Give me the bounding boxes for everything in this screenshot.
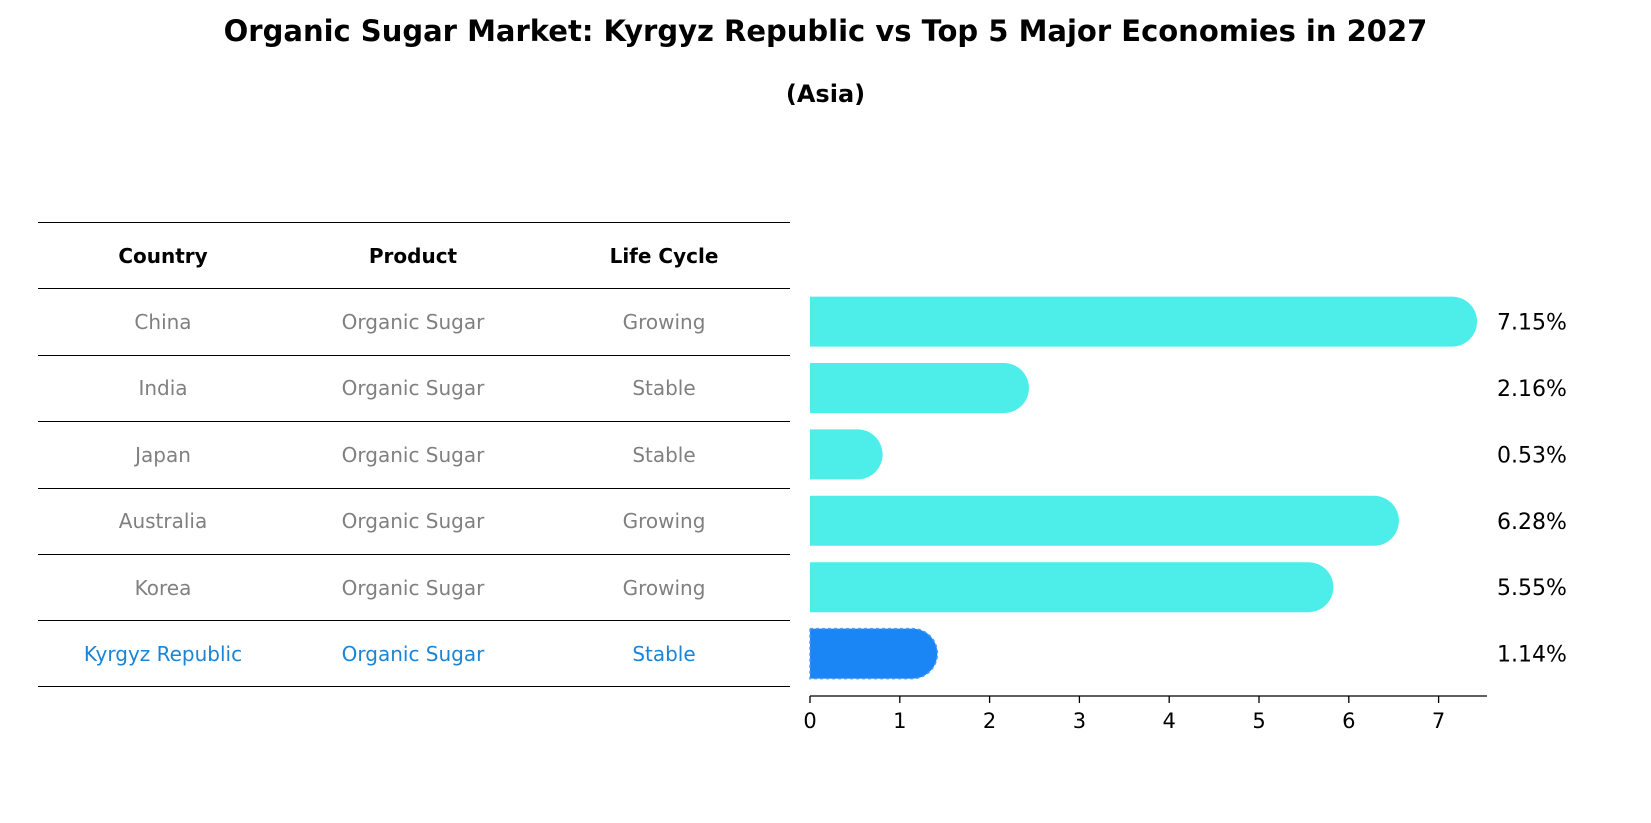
value-label: 0.53% [1497,443,1567,468]
value-labels: 7.15% 2.16% 0.53% 6.28% 5.55% 1.14% [1497,311,1567,668]
x-tick-label: 7 [1432,709,1445,733]
x-tick-label: 1 [893,709,906,733]
x-tick-label: 5 [1252,709,1265,733]
cell-country: China [134,310,192,335]
x-tick-label: 0 [803,709,816,733]
table-row: China Organic Sugar Growing [38,288,790,354]
bar [810,296,1478,347]
cell-life-cycle: Stable [632,641,696,666]
cell-country: Japan [135,442,191,467]
value-label: 5.55% [1497,576,1567,601]
header-product: Product [368,243,458,268]
value-label: 1.14% [1497,643,1567,668]
chart-title: Organic Sugar Market: Kyrgyz Republic vs… [223,14,1428,48]
header-life-cycle: Life Cycle [609,243,719,268]
x-tick-label: 6 [1342,709,1355,733]
table-row-highlighted: Kyrgyz Republic Organic Sugar Stable [38,620,790,687]
table-row: Australia Organic Sugar Growing [38,487,790,554]
x-tick-label: 2 [983,709,996,733]
x-tick-label: 4 [1163,709,1176,733]
value-label: 2.16% [1497,377,1567,402]
cell-product: Organic Sugar [341,376,485,401]
cell-product: Organic Sugar [341,442,485,467]
value-label: 7.15% [1497,311,1567,336]
cell-country: India [138,376,188,401]
cell-country: Kyrgyz Republic [83,641,243,666]
cell-life-cycle: Stable [632,442,696,467]
cell-country: Australia [118,509,208,534]
table-header-row: Country Product Life Cycle [38,222,790,288]
cell-product: Organic Sugar [341,509,485,534]
cell-life-cycle: Growing [622,509,706,534]
chart-subtitle: (Asia) [785,80,866,108]
x-axis: 0 1 2 3 4 5 6 7 [803,695,1487,733]
cell-country: Korea [134,575,192,600]
data-table: Country Product Life Cycle China Organic… [38,222,790,687]
cell-life-cycle: Growing [622,310,706,335]
header-country: Country [118,243,208,268]
bars-layer [809,296,1478,680]
table-row: India Organic Sugar Stable [38,354,790,421]
cell-product: Organic Sugar [341,641,485,666]
value-label: 6.28% [1497,510,1567,535]
table-row: Japan Organic Sugar Stable [38,421,790,487]
table-row: Korea Organic Sugar Growing [38,553,790,620]
cell-life-cycle: Stable [632,376,696,401]
cell-product: Organic Sugar [341,575,485,600]
cell-life-cycle: Growing [622,575,706,600]
cell-product: Organic Sugar [341,310,485,335]
bar-highlighted [809,627,939,680]
bar [810,429,883,480]
bar [810,495,1399,546]
x-tick-label: 3 [1073,709,1086,733]
bar [810,562,1334,613]
bar [810,363,1029,413]
